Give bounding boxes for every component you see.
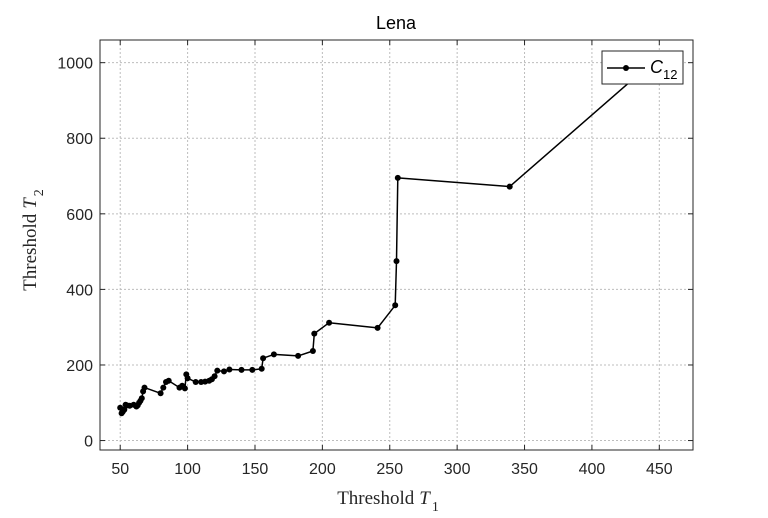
data-point — [165, 377, 172, 384]
data-point — [258, 365, 265, 372]
y-tick-label: 200 — [66, 358, 93, 375]
x-tick-label: 350 — [511, 461, 538, 478]
data-point — [211, 373, 218, 380]
legend-entry: C12 — [650, 57, 677, 82]
x-tick-label: 300 — [444, 461, 471, 478]
data-point — [394, 174, 401, 181]
y-axis-label: Threshold T2 — [20, 189, 47, 291]
data-point — [192, 379, 199, 385]
x-tick-label: 200 — [309, 461, 336, 478]
x-tick-label: 400 — [579, 461, 606, 478]
data-point — [138, 395, 145, 402]
data-point — [393, 258, 400, 265]
x-axis-label-text: Threshold — [337, 488, 415, 509]
x-axis-label-subscript: 1 — [432, 500, 439, 515]
data-point — [141, 384, 148, 391]
x-tick-label: 150 — [242, 461, 269, 478]
plot-frame — [99, 39, 694, 451]
data-point — [157, 390, 164, 397]
legend: C12 — [601, 50, 684, 85]
data-point — [181, 385, 188, 392]
y-axis-label-subscript: 2 — [32, 189, 47, 196]
x-tick-label: 450 — [646, 461, 673, 478]
chart-title: Lena — [376, 13, 417, 33]
axis-ticks: 50 100 150 200 250 300 350 400 450 0 200 400 600 800 1… — [57, 40, 693, 478]
x-tick-label: 250 — [376, 461, 403, 478]
y-axis-label-variable: T — [20, 197, 41, 209]
data-point — [260, 355, 267, 362]
y-tick-label: 0 — [84, 434, 93, 451]
data-point — [295, 352, 302, 359]
legend-marker-sample — [623, 65, 629, 71]
data-point — [184, 375, 191, 382]
data-point — [270, 351, 277, 358]
x-axis-label: Threshold T 1 — [337, 488, 439, 515]
data-point — [392, 302, 399, 309]
data-point — [160, 384, 167, 391]
legend-entry-name: C — [650, 57, 664, 77]
y-tick-label: 600 — [66, 207, 93, 224]
x-axis-label-variable: T — [419, 488, 431, 509]
data-point — [238, 366, 245, 373]
y-axis-label-text: Threshold — [20, 213, 41, 291]
data-point — [326, 319, 333, 326]
y-tick-label: 400 — [66, 282, 93, 299]
data-point — [221, 368, 227, 375]
data-point — [374, 324, 381, 331]
x-tick-label: 50 — [111, 461, 129, 478]
data-point — [309, 348, 316, 354]
data-point — [214, 367, 221, 374]
y-tick-label: 1000 — [57, 56, 93, 73]
x-tick-label: 100 — [174, 461, 201, 478]
data-point — [226, 366, 233, 373]
data-point — [506, 183, 513, 190]
data-point — [249, 366, 256, 373]
data-point — [311, 330, 318, 337]
y-tick-label: 800 — [66, 131, 93, 148]
legend-entry-subscript: 12 — [663, 67, 677, 82]
